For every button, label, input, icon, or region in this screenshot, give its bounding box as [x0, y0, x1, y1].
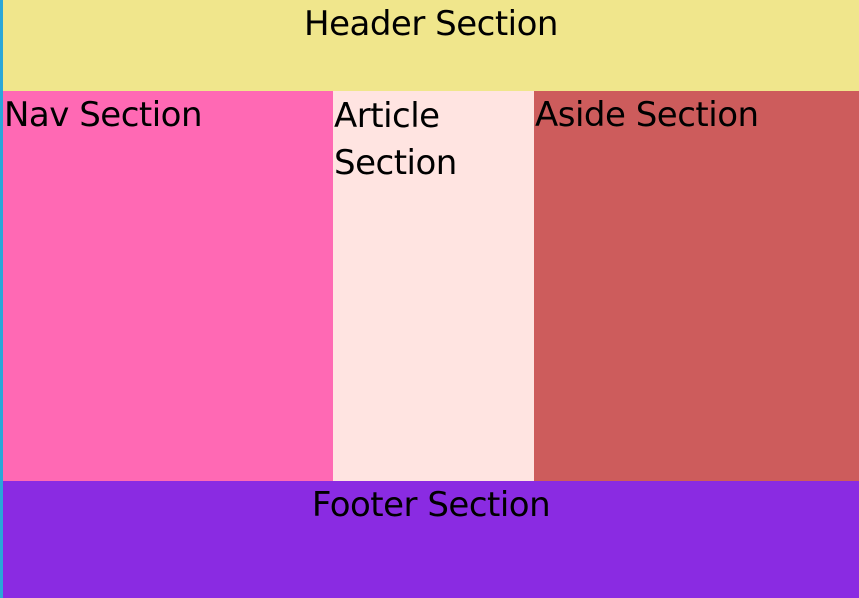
aside-section: Aside Section: [534, 91, 859, 481]
nav-section: Nav Section: [3, 91, 333, 481]
footer-section: Footer Section: [3, 481, 859, 598]
header-title: Header Section: [304, 4, 558, 44]
header-section: Header Section: [3, 0, 859, 91]
article-title: Article Section: [334, 96, 457, 183]
nav-title: Nav Section: [4, 95, 203, 135]
footer-title: Footer Section: [311, 485, 551, 525]
left-edge-strip: [0, 0, 3, 598]
aside-title: Aside Section: [535, 95, 759, 135]
article-section: Article Section: [333, 91, 534, 481]
